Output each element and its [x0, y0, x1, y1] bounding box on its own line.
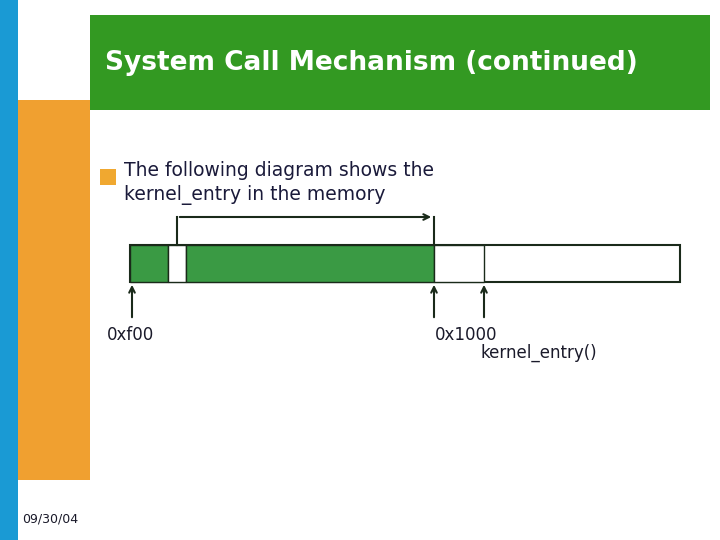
Bar — [168, 245, 186, 282]
Text: kernel_entry in the memory: kernel_entry in the memory — [124, 185, 385, 205]
Bar — [130, 245, 680, 282]
Bar — [18, 100, 90, 480]
Text: 0x1000: 0x1000 — [435, 326, 498, 344]
Text: kernel_entry(): kernel_entry() — [481, 344, 598, 362]
Text: 09/30/04: 09/30/04 — [22, 513, 78, 526]
Bar — [100, 169, 116, 185]
Bar — [434, 245, 484, 282]
Text: 0xf00: 0xf00 — [107, 326, 153, 344]
Bar — [186, 245, 434, 282]
Bar — [90, 15, 710, 110]
Text: System Call Mechanism (continued): System Call Mechanism (continued) — [105, 50, 638, 76]
Bar — [0, 0, 18, 540]
Bar — [130, 245, 168, 282]
Text: The following diagram shows the: The following diagram shows the — [124, 160, 434, 179]
